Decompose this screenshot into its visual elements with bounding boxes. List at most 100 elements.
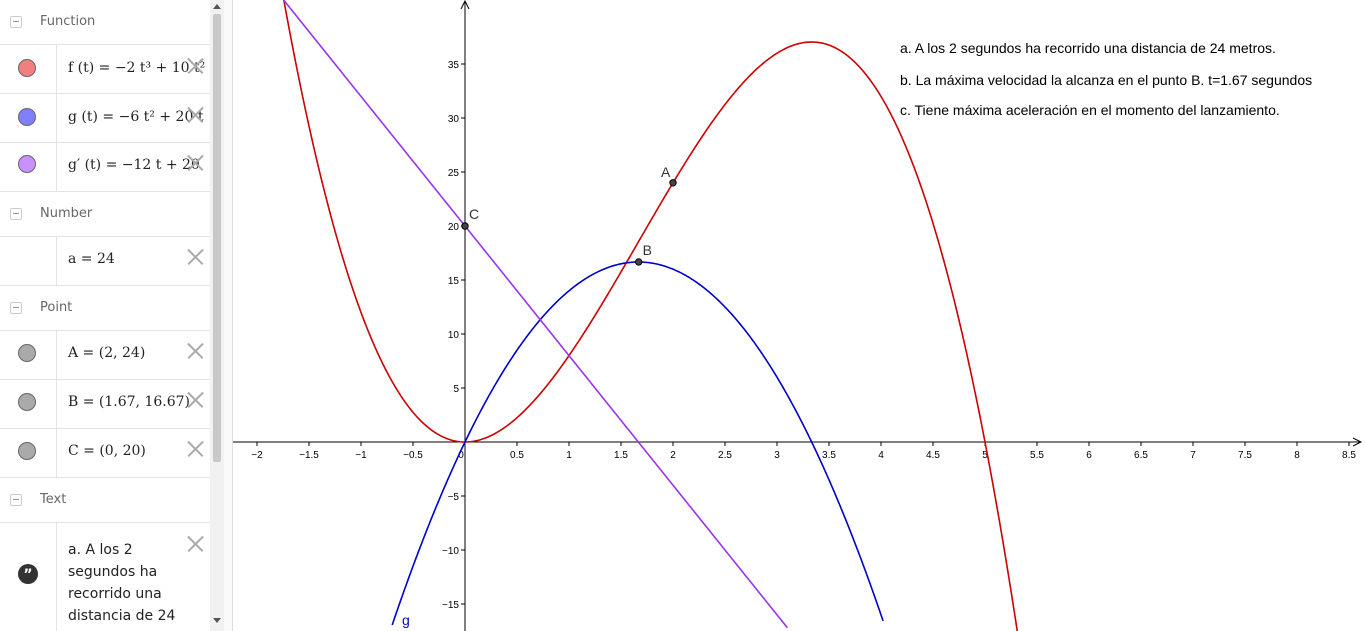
point-B-definition[interactable]: B = (1.67, 16.67) bbox=[68, 394, 190, 410]
scrollbar-thumb[interactable] bbox=[213, 14, 221, 462]
visibility-toggle-icon[interactable] bbox=[18, 344, 36, 362]
visibility-toggle-icon[interactable] bbox=[18, 108, 36, 126]
point-A[interactable] bbox=[669, 179, 677, 187]
note-a[interactable]: a. A los 2 segundos ha recorrido una dis… bbox=[900, 40, 1276, 56]
delete-icon[interactable] bbox=[186, 342, 204, 360]
x-tick-label: 4 bbox=[878, 450, 884, 461]
algebra-row-a[interactable]: a = 24 bbox=[0, 237, 210, 286]
x-tick-label: 7 bbox=[1190, 450, 1196, 461]
group-label-text: Text bbox=[40, 492, 67, 507]
y-axis-arrow-icon bbox=[460, 0, 470, 10]
visibility-toggle-icon[interactable] bbox=[18, 155, 36, 173]
function-f-definition[interactable]: f (t) = −2 t³ + 10 t² bbox=[68, 60, 206, 76]
x-tick-label: 6 bbox=[1086, 450, 1092, 461]
x-tick-label: −1.5 bbox=[299, 450, 319, 461]
delete-icon[interactable] bbox=[186, 248, 204, 266]
algebra-row-g[interactable]: g (t) = −6 t² + 20 t bbox=[0, 94, 210, 143]
y-tick-label: 15 bbox=[448, 276, 460, 287]
algebra-row-B[interactable]: B = (1.67, 16.67) bbox=[0, 380, 210, 429]
group-function[interactable]: Function bbox=[0, 0, 210, 45]
function-gprime-definition[interactable]: g′ (t) = −12 t + 20 bbox=[68, 157, 200, 173]
group-text[interactable]: Text bbox=[0, 478, 210, 523]
axes bbox=[233, 0, 1363, 631]
marble-column bbox=[0, 143, 57, 191]
curve-gprime[interactable] bbox=[282, 0, 789, 629]
marble-column bbox=[0, 94, 57, 142]
x-tick-label: 2.5 bbox=[718, 450, 732, 461]
x-tick-label: 8 bbox=[1294, 450, 1300, 461]
x-tick-label: 1 bbox=[566, 450, 572, 461]
delete-icon[interactable] bbox=[186, 391, 204, 409]
y-tick-label: 5 bbox=[453, 384, 459, 395]
collapse-icon[interactable] bbox=[10, 208, 22, 220]
scroll-up-icon[interactable] bbox=[213, 4, 221, 9]
x-tick-label: 8.5 bbox=[1342, 450, 1356, 461]
x-tick-label: 6.5 bbox=[1134, 450, 1148, 461]
note-c[interactable]: c. Tiene máxima aceleración en el moment… bbox=[900, 102, 1280, 118]
algebra-row-C[interactable]: C = (0, 20) bbox=[0, 429, 210, 478]
y-tick-label: 35 bbox=[448, 60, 460, 71]
x-tick-label: 3.5 bbox=[822, 450, 836, 461]
curve-g[interactable] bbox=[391, 261, 884, 626]
marble-column bbox=[0, 45, 57, 93]
algebra-row-text1[interactable]: ” a. A los 2 segundos ha recorrido una d… bbox=[0, 523, 210, 631]
x-tick-label: 5.5 bbox=[1030, 450, 1044, 461]
x-tick-label: 4.5 bbox=[926, 450, 940, 461]
marble-column bbox=[0, 237, 57, 285]
group-point[interactable]: Point bbox=[0, 286, 210, 331]
x-tick-label: −2 bbox=[251, 450, 263, 461]
view-divider[interactable] bbox=[224, 0, 233, 631]
delete-icon[interactable] bbox=[186, 106, 204, 124]
visibility-toggle-icon[interactable] bbox=[18, 442, 36, 460]
group-label-function: Function bbox=[40, 14, 96, 29]
marble-column bbox=[0, 380, 57, 428]
x-tick-label: 7.5 bbox=[1238, 450, 1252, 461]
collapse-icon[interactable] bbox=[10, 302, 22, 314]
algebra-row-gprime[interactable]: g′ (t) = −12 t + 20 bbox=[0, 143, 210, 192]
x-tick-label: 1.5 bbox=[614, 450, 628, 461]
text-item-definition[interactable]: a. A los 2 segundos ha recorrido una dis… bbox=[68, 542, 176, 631]
point-A-label: A bbox=[661, 164, 671, 180]
point-C-label: C bbox=[469, 206, 479, 222]
delete-icon[interactable] bbox=[186, 440, 204, 458]
y-tick-label: 10 bbox=[448, 330, 460, 341]
x-tick-label: −0.5 bbox=[403, 450, 423, 461]
tick-labels: −2 −1.5 −1 −0.5 0 0.5 1 1.5 2 2.5 3 3.5 4 4.5 5 5.5 6 6.5… bbox=[251, 60, 1356, 611]
y-tick-label: −10 bbox=[442, 546, 459, 557]
point-B[interactable] bbox=[634, 258, 643, 266]
marble-column bbox=[0, 331, 57, 379]
group-label-number: Number bbox=[40, 206, 93, 221]
delete-icon[interactable] bbox=[186, 154, 204, 172]
graphics-view[interactable]: −2 −1.5 −1 −0.5 0 0.5 1 1.5 2 2.5 3 3.5 4 4.5 5 5.5 6 6.5… bbox=[233, 0, 1366, 631]
x-tick-label: 0 bbox=[458, 450, 464, 461]
visibility-toggle-icon[interactable] bbox=[18, 59, 36, 77]
algebra-view: Function f (t) = −2 t³ + 10 t² g (t) = −… bbox=[0, 0, 211, 631]
point-A-definition[interactable]: A = (2, 24) bbox=[68, 345, 146, 361]
y-tick-label: 30 bbox=[448, 114, 460, 125]
delete-icon[interactable] bbox=[186, 535, 204, 553]
marble-column: ” bbox=[0, 523, 57, 631]
group-label-point: Point bbox=[40, 300, 73, 315]
group-number[interactable]: Number bbox=[0, 192, 210, 237]
algebra-row-f[interactable]: f (t) = −2 t³ + 10 t² bbox=[0, 45, 210, 94]
function-g-definition[interactable]: g (t) = −6 t² + 20 t bbox=[68, 109, 204, 125]
point-C-definition[interactable]: C = (0, 20) bbox=[68, 443, 146, 459]
number-a-definition[interactable]: a = 24 bbox=[68, 251, 115, 267]
note-b[interactable]: b. La máxima velocidad la alcanza en el … bbox=[900, 72, 1313, 88]
x-tick-label: 3 bbox=[774, 450, 780, 461]
collapse-icon[interactable] bbox=[10, 494, 22, 506]
y-tick-label: 20 bbox=[448, 222, 460, 233]
y-tick-label: −15 bbox=[442, 600, 459, 611]
visibility-toggle-icon[interactable] bbox=[18, 393, 36, 411]
curve-f[interactable] bbox=[283, 0, 1020, 631]
algebra-scrollbar[interactable] bbox=[210, 0, 224, 631]
x-axis-arrow-icon bbox=[1352, 437, 1363, 447]
x-tick-label: 0.5 bbox=[510, 450, 524, 461]
quote-icon[interactable]: ” bbox=[18, 564, 38, 584]
algebra-row-A[interactable]: A = (2, 24) bbox=[0, 331, 210, 380]
collapse-icon[interactable] bbox=[10, 16, 22, 28]
delete-icon[interactable] bbox=[186, 57, 204, 75]
marble-column bbox=[0, 429, 57, 477]
scroll-down-icon[interactable] bbox=[213, 618, 221, 623]
point-C[interactable] bbox=[461, 222, 469, 230]
